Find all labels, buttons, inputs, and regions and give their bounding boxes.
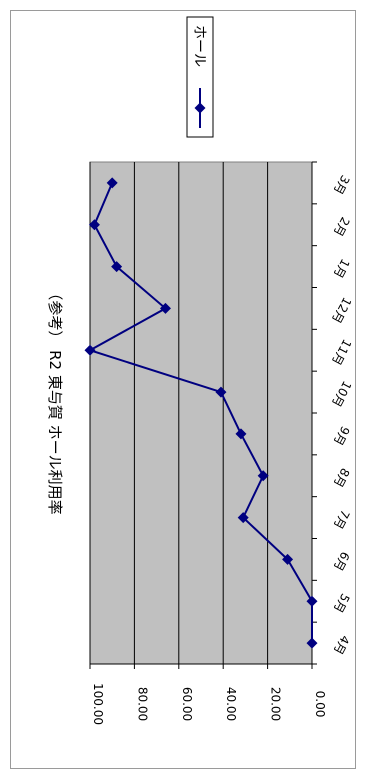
data-point-marker <box>306 637 318 649</box>
data-point-marker <box>111 261 123 273</box>
data-point-marker <box>106 177 118 189</box>
series-layer <box>84 177 318 649</box>
category-tick-label: 11月 <box>329 337 354 368</box>
category-tick-label: 3月 <box>331 173 353 197</box>
gridlines <box>89 162 269 664</box>
category-tick-label: 12月 <box>329 295 354 326</box>
data-point-marker <box>257 470 269 482</box>
category-tick-label: 5月 <box>331 591 353 615</box>
value-tick-label: 60.00 <box>180 687 194 721</box>
data-point-marker <box>235 428 247 440</box>
category-tick-label: 1月 <box>331 257 353 281</box>
data-point-marker <box>306 595 318 607</box>
data-point-marker <box>88 219 100 231</box>
value-tick-label: 0.00 <box>313 691 327 718</box>
series-line-hall <box>87 182 313 644</box>
data-point-marker <box>159 302 171 314</box>
legend-label: ホール <box>191 25 207 67</box>
plot-background <box>89 161 313 665</box>
value-tick-label: 40.00 <box>224 687 238 721</box>
data-point-marker <box>237 512 249 524</box>
category-tick-label: 9月 <box>331 424 353 448</box>
value-tick-label: 100.00 <box>91 683 105 725</box>
category-tick-label: 10月 <box>329 379 354 410</box>
value-tick-label: 80.00 <box>135 687 149 721</box>
chart-title: （参考） R2 東与賀 ホール利用率 <box>46 285 64 514</box>
category-tick-label: 2月 <box>331 215 353 239</box>
data-point-marker <box>215 386 227 398</box>
x-tick-labels: 4月 5月 6月 7月 8月 9月 10月 11月 12月 1月 2月 3月 <box>329 173 354 657</box>
axes <box>89 161 317 669</box>
value-tick-label: 20.00 <box>269 687 283 721</box>
legend: ホール <box>186 16 214 138</box>
category-tick-label: 6月 <box>331 549 353 573</box>
category-tick-label: 4月 <box>331 633 353 657</box>
data-point-marker <box>282 553 294 565</box>
category-tick-label: 7月 <box>331 508 353 532</box>
legend-marker-diamond <box>194 102 206 114</box>
plot-area <box>84 161 318 669</box>
category-tick-label: 8月 <box>331 466 353 490</box>
data-point-marker <box>84 344 96 356</box>
y-tick-labels: 0.00 20.00 40.00 60.00 80.00 100.00 <box>91 683 327 725</box>
